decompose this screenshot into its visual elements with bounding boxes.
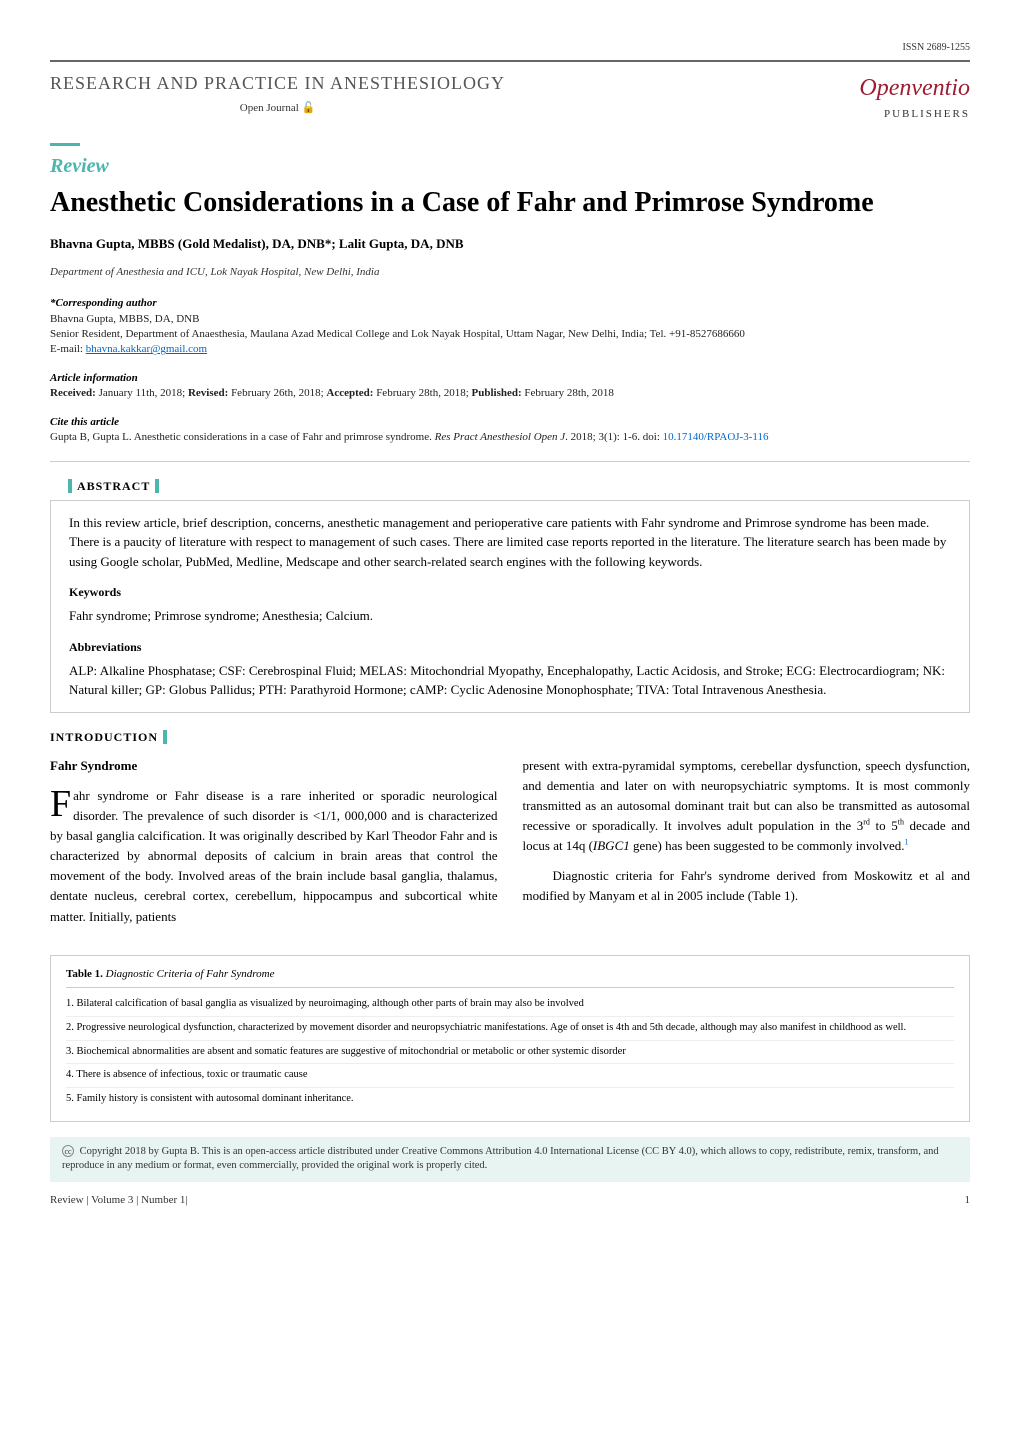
corresponding-label: *Corresponding author bbox=[50, 295, 970, 312]
column-right: present with extra-pyramidal symptoms, c… bbox=[523, 756, 971, 937]
open-journal-label: Open Journal 🔓 bbox=[50, 100, 505, 117]
intro-header: INTRODUCTION bbox=[50, 728, 970, 746]
abstract-text: In this review article, brief descriptio… bbox=[69, 513, 951, 572]
abbrev-label: Abbreviations bbox=[69, 638, 951, 656]
accent-block-right bbox=[155, 479, 159, 493]
body-para-2: present with extra-pyramidal symptoms, c… bbox=[523, 756, 971, 857]
keywords-label: Keywords bbox=[69, 583, 951, 601]
table-title: Table 1. Diagnostic Criteria of Fahr Syn… bbox=[66, 966, 954, 989]
dropcap: F bbox=[50, 788, 71, 820]
article-title: Anesthetic Considerations in a Case of F… bbox=[50, 186, 970, 220]
intro-heading: INTRODUCTION bbox=[50, 728, 158, 746]
footer-page-number: 1 bbox=[965, 1192, 971, 1209]
keywords: Fahr syndrome; Primrose syndrome; Anesth… bbox=[69, 606, 951, 626]
authors: Bhavna Gupta, MBBS (Gold Medalist), DA, … bbox=[50, 234, 970, 254]
table-row: 3. Biochemical abnormalities are absent … bbox=[66, 1041, 954, 1065]
corresponding-email-line: E-mail: bhavna.kakkar@gmail.com bbox=[50, 342, 970, 357]
doi-link[interactable]: 10.17140/RPAOJ-3-116 bbox=[663, 431, 769, 443]
cite-text: Gupta B, Gupta L. Anesthetic considerati… bbox=[50, 430, 970, 445]
body-para-3: Diagnostic criteria for Fahr's syndrome … bbox=[523, 866, 971, 906]
abstract-heading: ABSTRACT bbox=[77, 477, 150, 495]
abstract-header: ABSTRACT bbox=[68, 477, 970, 495]
page-footer: Review | Volume 3 | Number 1| 1 bbox=[50, 1192, 970, 1209]
abstract-box: In this review article, brief descriptio… bbox=[50, 500, 970, 713]
article-info: Received: January 11th, 2018; Revised: F… bbox=[50, 386, 970, 401]
abbrev-text: ALP: Alkaline Phosphatase; CSF: Cerebros… bbox=[69, 661, 951, 700]
table-row: 1. Bilateral calcification of basal gang… bbox=[66, 993, 954, 1017]
article-type: Review bbox=[50, 151, 970, 181]
email-link[interactable]: bhavna.kakkar@gmail.com bbox=[86, 343, 207, 355]
issn: ISSN 2689-1255 bbox=[50, 40, 970, 55]
divider bbox=[50, 461, 970, 462]
table-row: 4. There is absence of infectious, toxic… bbox=[66, 1064, 954, 1088]
publisher-logo: Openventio bbox=[859, 70, 970, 106]
cc-icon: cc bbox=[62, 1145, 74, 1157]
corresponding-details: Senior Resident, Department of Anaesthes… bbox=[50, 327, 970, 342]
article-info-label: Article information bbox=[50, 370, 970, 387]
page-header: RESEARCH AND PRACTICE IN ANESTHESIOLOGY … bbox=[50, 60, 970, 123]
cite-label: Cite this article bbox=[50, 414, 970, 431]
copyright-text: Copyright 2018 by Gupta B. This is an op… bbox=[62, 1146, 939, 1172]
corresponding-name: Bhavna Gupta, MBBS, DA, DNB bbox=[50, 312, 970, 327]
copyright-box: cc Copyright 2018 by Gupta B. This is an… bbox=[50, 1137, 970, 1182]
accent-block-left bbox=[68, 479, 72, 493]
journal-title: RESEARCH AND PRACTICE IN ANESTHESIOLOGY bbox=[50, 70, 505, 97]
publisher-sublabel: PUBLISHERS bbox=[859, 106, 970, 123]
affiliation: Department of Anesthesia and ICU, Lok Na… bbox=[50, 264, 970, 281]
footer-left: Review | Volume 3 | Number 1| bbox=[50, 1192, 188, 1209]
lock-icon: 🔓 bbox=[302, 102, 316, 114]
accent-bar bbox=[50, 143, 80, 146]
table-row: 5. Family history is consistent with aut… bbox=[66, 1088, 954, 1111]
column-left: Fahr Syndrome Fahr syndrome or Fahr dise… bbox=[50, 756, 498, 937]
table-1: Table 1. Diagnostic Criteria of Fahr Syn… bbox=[50, 955, 970, 1122]
accent-block bbox=[163, 730, 167, 744]
fahr-heading: Fahr Syndrome bbox=[50, 756, 498, 776]
body-para-1: Fahr syndrome or Fahr disease is a rare … bbox=[50, 786, 498, 927]
table-row: 2. Progressive neurological dysfunction,… bbox=[66, 1017, 954, 1041]
body-columns: Fahr Syndrome Fahr syndrome or Fahr dise… bbox=[50, 756, 970, 937]
